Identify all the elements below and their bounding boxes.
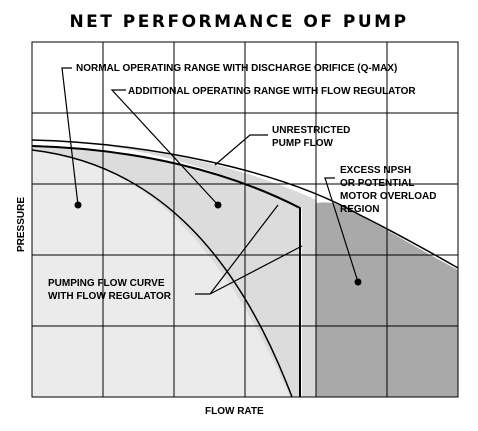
- label-unrestricted-2: PUMP FLOW: [272, 138, 333, 149]
- unrestricted-curve: [31, 139, 459, 269]
- label-excess-1: EXCESS NPSH: [340, 165, 411, 176]
- label-excess-2: OR POTENTIAL: [340, 178, 414, 189]
- additional-region-dot: [214, 201, 222, 209]
- label-pumping-1: PUMPING FLOW CURVE: [48, 278, 165, 289]
- label-excess-3: MOTOR OVERLOAD: [340, 191, 436, 202]
- grid: [31, 41, 459, 398]
- excess-region: [302, 202, 458, 397]
- y-axis-label: PRESSURE: [16, 197, 27, 252]
- x-axis-label: FLOW RATE: [205, 406, 264, 417]
- regulator-curve: [31, 145, 301, 397]
- page-title: NET PERFORMANCE OF PUMP: [69, 12, 409, 32]
- regulator-wedge: [32, 145, 300, 397]
- label-additional-range: ADDITIONAL OPERATING RANGE WITH FLOW REG…: [128, 86, 416, 97]
- orifice-curve: [31, 149, 293, 398]
- normal-region-dot: [74, 201, 82, 209]
- excess-region-dot: [354, 278, 362, 286]
- label-normal-range: NORMAL OPERATING RANGE WITH DISCHARGE OR…: [76, 63, 397, 74]
- label-pumping-2: WITH FLOW REGULATOR: [48, 291, 172, 302]
- label-excess-4: REGION: [340, 204, 379, 215]
- leader-lines: [61, 67, 359, 295]
- label-unrestricted-1: UNRESTRICTED: [272, 125, 350, 136]
